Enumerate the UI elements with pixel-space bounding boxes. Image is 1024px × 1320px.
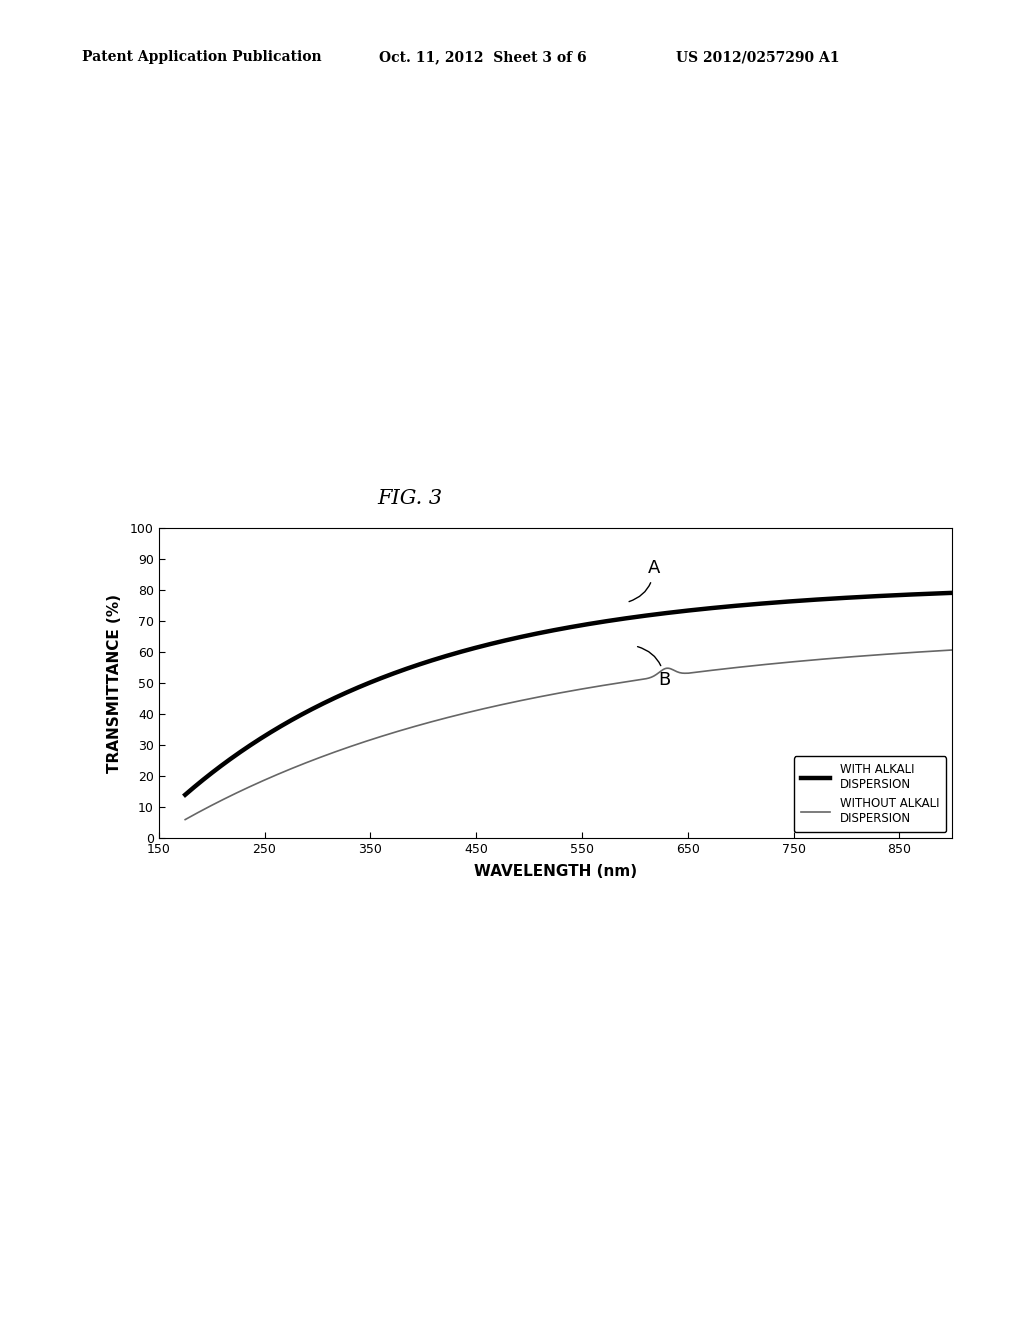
Text: B: B [638,647,671,689]
Text: Oct. 11, 2012  Sheet 3 of 6: Oct. 11, 2012 Sheet 3 of 6 [379,50,587,65]
Text: FIG. 3: FIG. 3 [377,490,442,508]
Y-axis label: TRANSMITTANCE (%): TRANSMITTANCE (%) [106,594,122,772]
Legend: WITH ALKALI
DISPERSION, WITHOUT ALKALI
DISPERSION: WITH ALKALI DISPERSION, WITHOUT ALKALI D… [794,756,946,833]
Text: Patent Application Publication: Patent Application Publication [82,50,322,65]
Text: US 2012/0257290 A1: US 2012/0257290 A1 [676,50,840,65]
X-axis label: WAVELENGTH (nm): WAVELENGTH (nm) [474,865,637,879]
Text: A: A [629,560,660,602]
